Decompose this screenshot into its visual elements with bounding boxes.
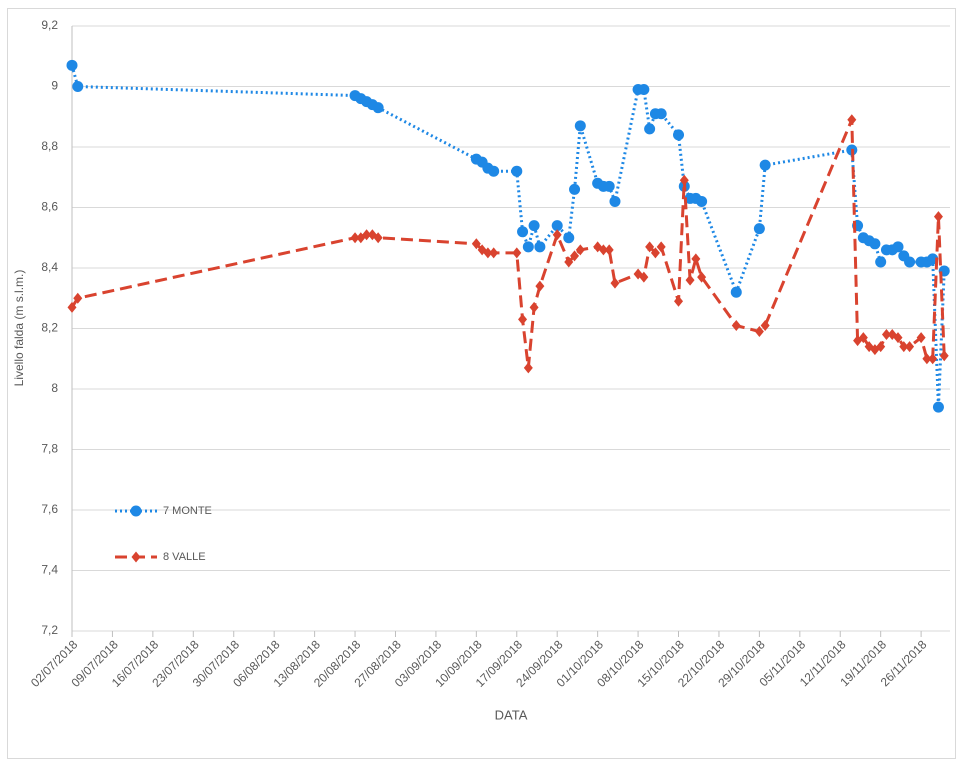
marker [892, 241, 904, 253]
marker [905, 341, 915, 353]
y-tick-label: 9 [51, 79, 58, 93]
marker [655, 108, 667, 120]
chart-border [7, 8, 956, 759]
y-tick-label: 8,8 [41, 139, 58, 153]
marker [564, 256, 574, 268]
marker [656, 241, 666, 253]
legend-label: 8 VALLE [163, 551, 206, 563]
marker [131, 551, 141, 563]
marker [881, 329, 891, 341]
marker [373, 232, 383, 244]
marker [685, 274, 695, 286]
marker [604, 244, 614, 256]
marker [609, 195, 621, 207]
marker [904, 256, 916, 268]
marker [528, 220, 540, 232]
marker [691, 253, 701, 265]
y-axis-label: Livello falda (m s.l.m.) [12, 270, 26, 387]
marker [574, 120, 586, 132]
marker [933, 211, 943, 223]
marker [610, 277, 620, 289]
marker [372, 102, 384, 114]
marker [760, 319, 770, 331]
marker [512, 247, 522, 259]
marker [563, 232, 575, 244]
marker [697, 271, 707, 283]
marker [598, 244, 608, 256]
marker [753, 223, 765, 235]
marker [674, 295, 684, 307]
marker [679, 174, 689, 186]
marker [350, 232, 360, 244]
y-tick-label: 7,6 [41, 502, 58, 516]
marker [575, 244, 585, 256]
marker [535, 280, 545, 292]
marker [67, 301, 77, 313]
marker [534, 241, 546, 253]
marker [511, 165, 523, 177]
marker [869, 238, 881, 250]
marker [529, 301, 539, 313]
marker [552, 229, 562, 241]
y-tick-label: 7,4 [41, 563, 58, 577]
marker [939, 350, 949, 362]
marker [876, 341, 886, 353]
marker [932, 401, 944, 413]
marker [66, 59, 78, 71]
marker [673, 129, 685, 141]
marker [471, 238, 481, 250]
marker [638, 84, 650, 96]
marker [518, 313, 528, 325]
marker [730, 286, 742, 298]
marker [72, 81, 84, 92]
marker [639, 271, 649, 283]
y-tick-label: 8,2 [41, 321, 58, 335]
marker [551, 220, 563, 232]
marker [922, 353, 932, 365]
marker [570, 250, 580, 262]
marker [645, 241, 655, 253]
marker [517, 226, 529, 238]
marker [489, 247, 499, 259]
marker [847, 114, 857, 126]
marker [650, 247, 660, 259]
y-tick-label: 7,8 [41, 442, 58, 456]
marker [569, 183, 581, 195]
x-axis-label: DATA [495, 707, 528, 722]
y-tick-label: 8 [51, 381, 58, 395]
y-tick-label: 8,4 [41, 260, 58, 274]
y-tick-label: 8,6 [41, 200, 58, 214]
marker [916, 332, 926, 344]
marker [858, 332, 868, 344]
marker [488, 165, 500, 177]
marker [73, 292, 83, 304]
marker [928, 353, 938, 365]
marker [603, 180, 615, 192]
marker [696, 195, 708, 207]
marker [644, 123, 656, 135]
marker [483, 247, 493, 259]
marker [875, 256, 887, 268]
marker [899, 341, 909, 353]
marker [754, 326, 764, 338]
marker [130, 505, 142, 517]
y-tick-label: 9,2 [41, 18, 58, 32]
marker [731, 319, 741, 331]
marker [523, 362, 533, 374]
y-tick-label: 7,2 [41, 623, 58, 637]
marker [522, 241, 534, 253]
marker [362, 229, 372, 241]
marker [759, 159, 771, 171]
legend-label: 7 MONTE [163, 505, 212, 517]
marker [893, 332, 903, 344]
